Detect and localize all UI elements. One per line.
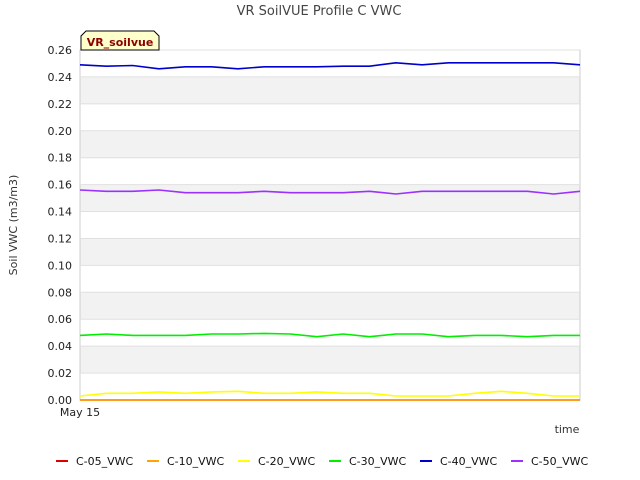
y-tick-label: 0.04 xyxy=(48,340,73,353)
station-badge-label: VR_soilvue xyxy=(87,36,154,49)
grid-band xyxy=(80,373,580,400)
y-tick-label: 0.18 xyxy=(48,152,73,165)
grid-band xyxy=(80,346,580,374)
series-line-c-50-vwc xyxy=(79,189,581,195)
y-tick-label: 0.22 xyxy=(48,98,73,111)
legend-label: C-20_VWC xyxy=(258,455,316,468)
legend-item-c-40-vwc[interactable]: C-40_VWC xyxy=(420,455,498,468)
grid-band xyxy=(80,292,580,320)
grid-band xyxy=(80,130,580,158)
legend-item-c-30-vwc[interactable]: C-30_VWC xyxy=(329,455,407,468)
y-tick-label: 0.14 xyxy=(48,206,73,219)
x-axis-label: time xyxy=(555,423,580,436)
y-tick-label: 0.08 xyxy=(48,286,73,299)
y-tick-label: 0.02 xyxy=(48,367,73,380)
series-line-c-20-vwc xyxy=(79,390,580,397)
legend-item-c-20-vwc[interactable]: C-20_VWC xyxy=(238,455,316,468)
chart-title: VR SoilVUE Profile C VWC xyxy=(237,4,402,19)
y-tick-label: 0.20 xyxy=(48,125,73,138)
y-tick-label: 0.06 xyxy=(48,313,73,326)
legend-label: C-40_VWC xyxy=(440,455,498,468)
grid-band xyxy=(80,103,580,131)
legend-label: C-10_VWC xyxy=(167,455,225,468)
grid-band xyxy=(80,265,580,293)
legend-item-c-05-vwc[interactable]: C-05_VWC xyxy=(56,455,134,468)
y-tick-label: 0.16 xyxy=(48,179,73,192)
grid-band xyxy=(80,211,580,239)
legend-item-c-10-vwc[interactable]: C-10_VWC xyxy=(147,455,225,468)
station-badge: VR_soilvue xyxy=(80,30,160,51)
grid-band xyxy=(80,157,580,185)
legend: C-05_VWC C-10_VWC C-20_VWC C-30_VWC C-40_VWC… xyxy=(56,455,589,468)
grid-band xyxy=(80,319,580,347)
x-tick-label: May 15 xyxy=(60,406,100,419)
legend-item-c-50-vwc[interactable]: C-50_VWC xyxy=(511,455,589,468)
y-axis-label: Soil VWC (m3/m3) xyxy=(7,175,20,276)
series-line-c-30-vwc xyxy=(79,332,580,338)
grid-band xyxy=(80,238,580,266)
legend-label: C-30_VWC xyxy=(349,455,407,468)
series-line-c-40-vwc xyxy=(79,61,581,70)
y-tick-label: 0.12 xyxy=(48,232,73,245)
y-tick-label: 0.26 xyxy=(48,44,73,57)
y-tick-label: 0.10 xyxy=(48,259,73,272)
grid-band xyxy=(80,76,580,104)
grid-band xyxy=(80,184,580,212)
series-lines xyxy=(79,61,581,401)
legend-label: C-50_VWC xyxy=(531,455,589,468)
y-tick-label: 0.00 xyxy=(48,394,73,407)
legend-label: C-05_VWC xyxy=(76,455,134,468)
plot-bands xyxy=(80,50,580,400)
y-tick-label: 0.24 xyxy=(48,71,73,84)
